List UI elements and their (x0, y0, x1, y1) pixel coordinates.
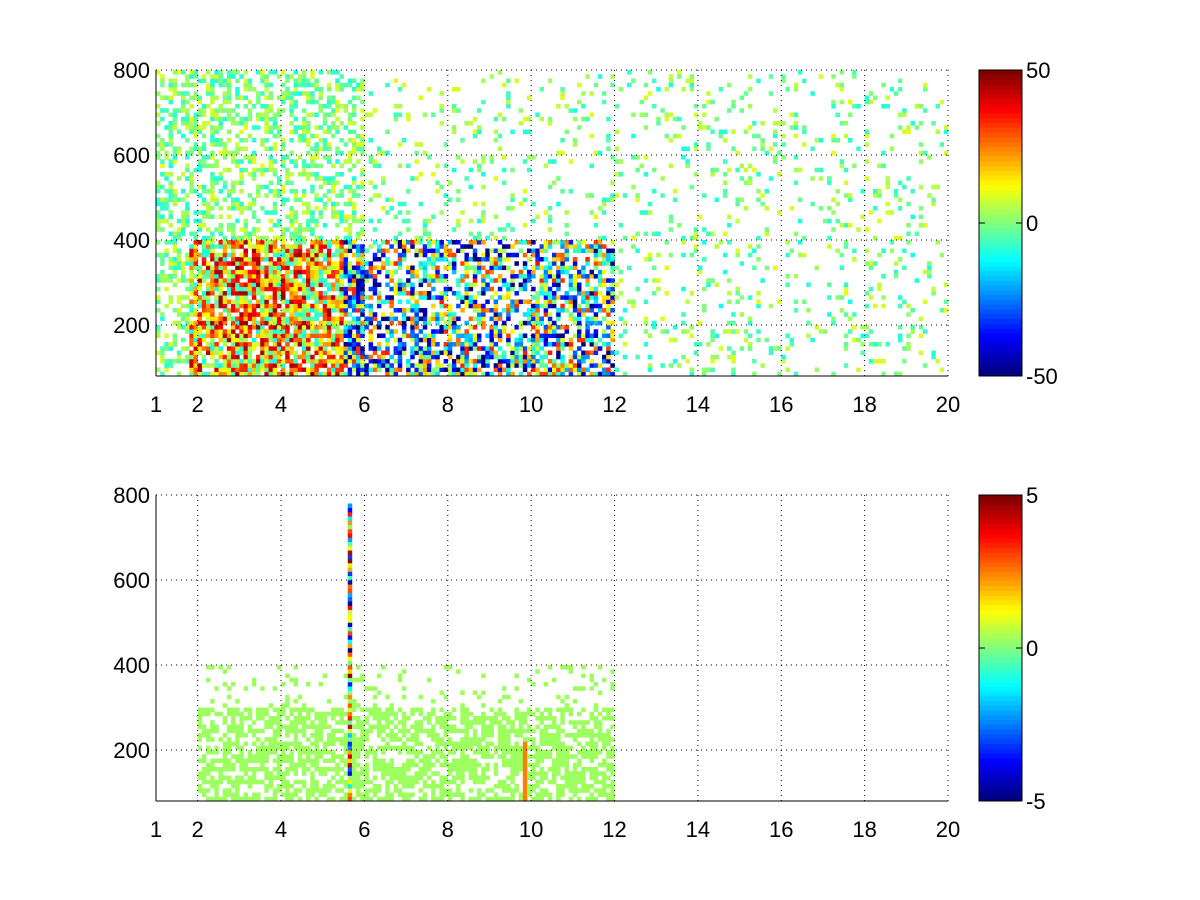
y-tick-label: 800 (113, 483, 150, 508)
x-tick-label: 18 (852, 817, 876, 842)
x-tick-label: 20 (936, 392, 960, 417)
colorbar-tick-label: 0 (1026, 636, 1038, 661)
x-tick-label: 2 (192, 817, 204, 842)
x-tick-label: 1 (150, 817, 162, 842)
colorbar: 5 0 -5 (978, 483, 1046, 814)
colorbar-tick-label: 5 (1026, 483, 1038, 508)
x-tick-label: 12 (602, 392, 626, 417)
grid-lines (156, 494, 949, 801)
x-tick-label: 14 (686, 392, 710, 417)
x-tick-label: 20 (936, 817, 960, 842)
x-tick-label: 10 (519, 817, 543, 842)
x-tick-label: 14 (686, 817, 710, 842)
y-tick-label: 600 (113, 568, 150, 593)
x-tick-label: 18 (852, 392, 876, 417)
x-tick-label: 8 (442, 817, 454, 842)
heatmap-cells (197, 503, 615, 802)
colorbar-tick-label: 0 (1026, 211, 1038, 236)
y-tick-label: 600 (113, 143, 150, 168)
grid-lines (156, 69, 949, 376)
y-tick-label: 200 (113, 738, 150, 763)
x-tick-label: 4 (275, 817, 287, 842)
x-tick-label: 1 (150, 392, 162, 417)
x-tick-label: 2 (192, 392, 204, 417)
x-tick-label: 6 (358, 817, 370, 842)
x-tick-label: 12 (602, 817, 626, 842)
colorbar-tick-label: -5 (1026, 789, 1046, 814)
colorbar: 50 0 -50 (978, 58, 1058, 389)
heatmap-cells (156, 70, 949, 377)
x-tick-label: 4 (275, 392, 287, 417)
y-tick-label: 200 (113, 313, 150, 338)
y-tick-label: 400 (113, 653, 150, 678)
x-tick-label: 10 (519, 392, 543, 417)
x-tick-label: 6 (358, 392, 370, 417)
y-tick-label: 400 (113, 228, 150, 253)
x-tick-label: 8 (442, 392, 454, 417)
x-tick-label: 16 (769, 817, 793, 842)
x-tick-label: 16 (769, 392, 793, 417)
colorbar-tick-label: 50 (1026, 58, 1050, 83)
y-tick-label: 800 (113, 58, 150, 83)
colorbar-tick-label: -50 (1026, 364, 1058, 389)
